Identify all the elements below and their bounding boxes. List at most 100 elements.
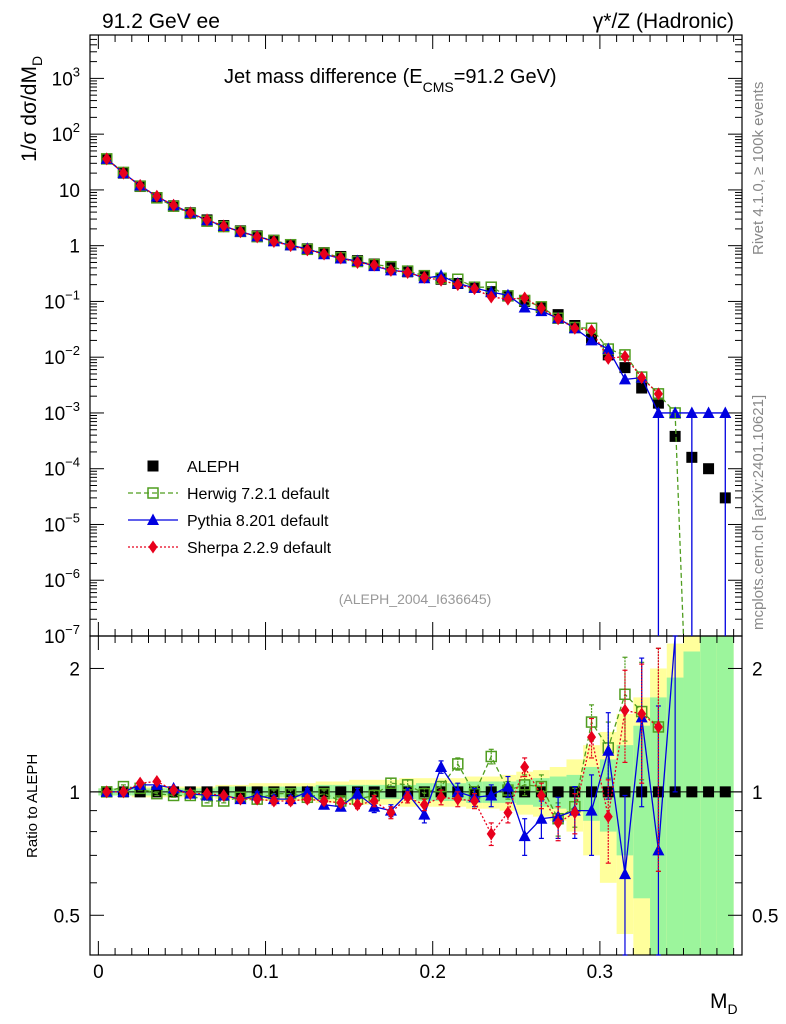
ratio-point: [102, 785, 112, 799]
header-right: γ*/Z (Hadronic): [593, 10, 734, 33]
legend-label: Herwig 7.2.1 default: [187, 486, 330, 503]
series-pythia-8-201-default: [100, 152, 732, 418]
ratio-y-tick-label: 1: [69, 783, 80, 804]
legend-label: Sherpa 2.2.9 default: [187, 540, 332, 557]
ratio-point: [585, 804, 598, 816]
ratio-point: [403, 790, 413, 804]
ratio-point: [419, 798, 429, 812]
data-point: [169, 198, 179, 212]
ratio-point: [637, 707, 647, 721]
data-point: [719, 406, 732, 418]
data-point: [386, 263, 396, 277]
y-tick-label: 10: [59, 181, 80, 202]
ratio-y-tick-label: 2: [69, 659, 80, 680]
y-tick-label: 1: [69, 237, 80, 258]
ratio-point: [503, 806, 513, 820]
ratio-point: [135, 776, 145, 790]
data-point: [269, 234, 279, 248]
ratio-point: [418, 808, 431, 820]
ratio-point: [535, 812, 548, 824]
ratio-point: [485, 788, 498, 801]
ratio-point: [351, 787, 364, 799]
ratio-point: [602, 744, 615, 756]
ratio-y-axis-label: Ratio to ALEPH: [24, 754, 41, 858]
data-point: [152, 189, 162, 203]
data-point: [503, 292, 513, 306]
y-tick-label: 10−6: [44, 566, 80, 592]
ratio-point: [587, 730, 597, 744]
analysis-tag: (ALEPH_2004_I636645): [339, 591, 492, 607]
series-line: [106, 158, 726, 414]
ratio-point: [653, 720, 663, 734]
ratio-point: [134, 786, 146, 798]
data-point: [636, 382, 648, 394]
ratio-series-sherpa-2-2-9-default: [102, 647, 663, 872]
ratio-point: [570, 806, 580, 820]
x-tick-label: 0.3: [587, 962, 613, 983]
ratio-point: [385, 786, 397, 798]
ratio-y-tick-label-right: 1: [752, 783, 763, 804]
data-point: [419, 270, 429, 284]
data-point: [652, 397, 664, 409]
ratio-point: [536, 788, 546, 802]
ratio-point: [452, 758, 464, 770]
ratio-point: [603, 810, 613, 824]
y-axis-label: 1/σ dσ/dMD: [18, 56, 45, 162]
data-point: [118, 166, 128, 180]
ratio-point: [252, 792, 262, 806]
ratio-y-tick-label-right: 0.5: [752, 906, 778, 927]
series-line: [106, 158, 676, 414]
data-point: [436, 273, 446, 287]
ratio-point: [352, 798, 362, 812]
ratio-point: [336, 796, 346, 810]
ratio-point: [185, 787, 195, 801]
data-point: [185, 206, 195, 220]
ratio-point: [585, 716, 598, 728]
ratio-point: [385, 777, 397, 789]
ratio-point: [520, 760, 530, 774]
data-point: [135, 178, 145, 192]
ratio-point: [518, 779, 531, 791]
legend-marker: [147, 513, 159, 525]
stat-uncertainty-band: [683, 651, 701, 955]
legend-marker: [147, 487, 159, 499]
stat-uncertainty-band: [633, 725, 651, 899]
ratio-line: [106, 693, 659, 820]
y-tick-label: 103: [52, 64, 80, 90]
series-sherpa-2-2-9-default: [102, 152, 663, 401]
data-point: [652, 406, 665, 418]
ratio-line: [106, 709, 659, 836]
ratio-point: [319, 794, 329, 808]
data-point: [352, 255, 362, 269]
data-point: [669, 406, 682, 418]
ratio-point: [618, 867, 631, 880]
data-point: [486, 290, 496, 304]
data-point: [336, 251, 346, 265]
ratio-point: [719, 786, 731, 798]
data-point: [570, 321, 580, 335]
data-point: [587, 324, 597, 338]
ratio-point: [435, 760, 448, 772]
legend-marker: [147, 460, 159, 472]
axis-tick-labels: 0 0.1 0.2 0.310310210110−110−210−310−410−51…: [44, 64, 778, 983]
y-tick-label: 10−5: [44, 510, 80, 536]
x-tick-label: 0.2: [420, 962, 446, 983]
ratio-point: [553, 816, 563, 830]
data-point: [470, 282, 480, 296]
ratio-point: [386, 806, 396, 820]
data-point: [602, 342, 615, 355]
ratio-point: [152, 774, 162, 788]
y-tick-label: 10−7: [44, 622, 80, 648]
data-point: [620, 349, 630, 363]
x-tick-label: 0.1: [252, 962, 278, 983]
x-axis-label: MD: [710, 990, 738, 1017]
header-left: 91.2 GeV ee: [102, 10, 220, 33]
series-line: [106, 158, 659, 395]
legend-marker: [148, 540, 158, 554]
rivet-label: Rivet 4.1.0, ≥ 100k events: [750, 82, 767, 255]
data-point: [235, 225, 245, 239]
ratio-point: [453, 792, 463, 806]
data-point: [286, 239, 296, 253]
ratio-point: [686, 786, 698, 798]
y-tick-label: 10−1: [44, 287, 80, 313]
